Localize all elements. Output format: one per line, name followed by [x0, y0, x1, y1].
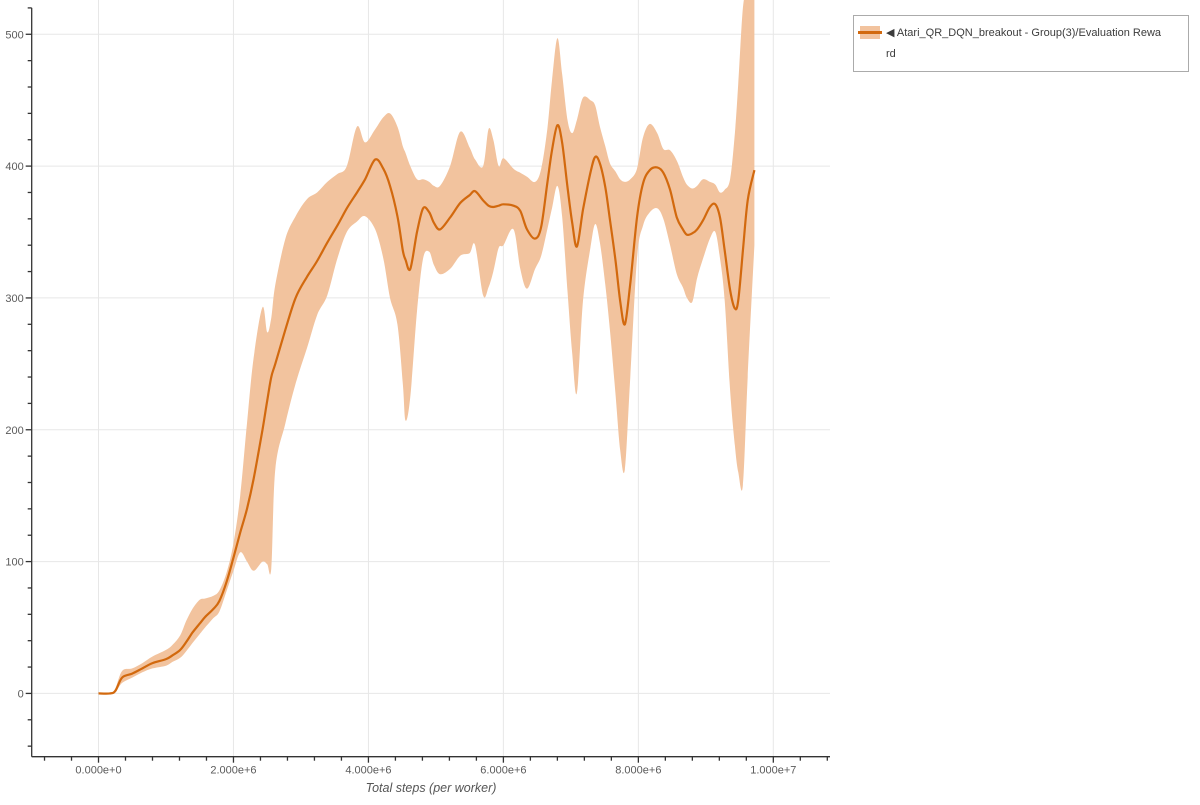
legend-swatch-band — [858, 26, 882, 39]
legend-label-line1: ◀ Atari_QR_DQN_breakout - Group(3)/Evalu… — [886, 27, 1162, 39]
x-tick-label: 8.000e+6 — [615, 765, 661, 777]
x-tick-label: 2.000e+6 — [210, 765, 256, 777]
mean-line — [98, 124, 756, 695]
x-tick-label: 4.000e+6 — [345, 765, 391, 777]
y-tick-label: 400 — [5, 161, 23, 173]
legend-item-evaluation-reward[interactable]: ◀ Atari_QR_DQN_breakout - Group(3)/Evalu… — [858, 23, 1180, 65]
x-tick-label: 1.000e+7 — [750, 765, 796, 777]
axes — [25, 7, 830, 763]
x-tick-label: 0.000e+0 — [75, 765, 121, 777]
y-tick-label: 100 — [5, 557, 23, 569]
std-band — [98, 0, 755, 694]
y-tick-label: 500 — [5, 29, 23, 41]
y-tick-label: 200 — [5, 425, 23, 437]
x-tick-labels: 0.000e+0 2.000e+6 4.000e+6 6.000e+6 8.000e+6… — [75, 765, 796, 777]
y-tick-label: 0 — [18, 688, 24, 700]
legend-swatch-line — [858, 31, 882, 34]
legend-label: ◀ Atari_QR_DQN_breakout - Group(3)/Evalu… — [886, 23, 1178, 65]
y-tick-label: 300 — [5, 293, 23, 305]
y-tick-labels: 0 100 200 300 400 500 — [5, 29, 23, 700]
gridlines — [31, 0, 830, 757]
legend-label-line2: rd — [886, 48, 896, 60]
x-axis-title: Total steps (per worker) — [366, 781, 497, 795]
legend: ◀ Atari_QR_DQN_breakout - Group(3)/Evalu… — [853, 15, 1189, 72]
x-tick-label: 6.000e+6 — [480, 765, 526, 777]
